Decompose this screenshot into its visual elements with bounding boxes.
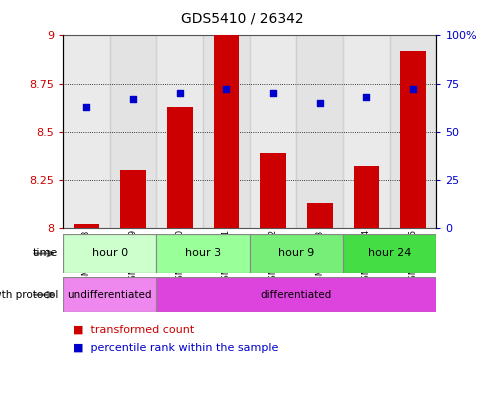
Bar <box>120 170 146 228</box>
Bar <box>166 107 192 228</box>
Bar <box>353 166 378 228</box>
Bar <box>74 224 99 228</box>
Bar <box>342 35 389 228</box>
Bar <box>306 203 332 228</box>
Bar <box>399 51 425 228</box>
Text: hour 0: hour 0 <box>91 248 127 259</box>
Text: GDS5410 / 26342: GDS5410 / 26342 <box>181 12 303 26</box>
Bar <box>260 153 286 228</box>
Text: hour 24: hour 24 <box>367 248 410 259</box>
Bar <box>109 35 156 228</box>
Point <box>129 96 136 102</box>
Text: growth protocol: growth protocol <box>0 290 58 300</box>
Bar <box>156 234 249 273</box>
Bar <box>389 35 436 228</box>
Text: hour 9: hour 9 <box>278 248 314 259</box>
Bar <box>296 35 342 228</box>
Text: undifferentiated: undifferentiated <box>67 290 151 300</box>
Bar <box>156 277 436 312</box>
Bar <box>63 234 156 273</box>
Text: differentiated: differentiated <box>260 290 332 300</box>
Bar <box>249 35 296 228</box>
Point <box>82 103 90 110</box>
Point <box>222 86 230 92</box>
Text: time: time <box>33 248 58 259</box>
Point <box>315 99 323 106</box>
Text: ■  percentile rank within the sample: ■ percentile rank within the sample <box>73 343 277 353</box>
Point <box>269 90 276 96</box>
Bar <box>156 35 203 228</box>
Bar <box>203 35 249 228</box>
Point <box>408 86 416 92</box>
Bar <box>342 234 436 273</box>
Text: hour 3: hour 3 <box>185 248 221 259</box>
Bar <box>249 234 342 273</box>
Bar <box>63 277 156 312</box>
Point <box>176 90 183 96</box>
Text: ■  transformed count: ■ transformed count <box>73 325 194 335</box>
Point <box>362 94 370 100</box>
Bar <box>213 35 239 228</box>
Bar <box>63 35 109 228</box>
